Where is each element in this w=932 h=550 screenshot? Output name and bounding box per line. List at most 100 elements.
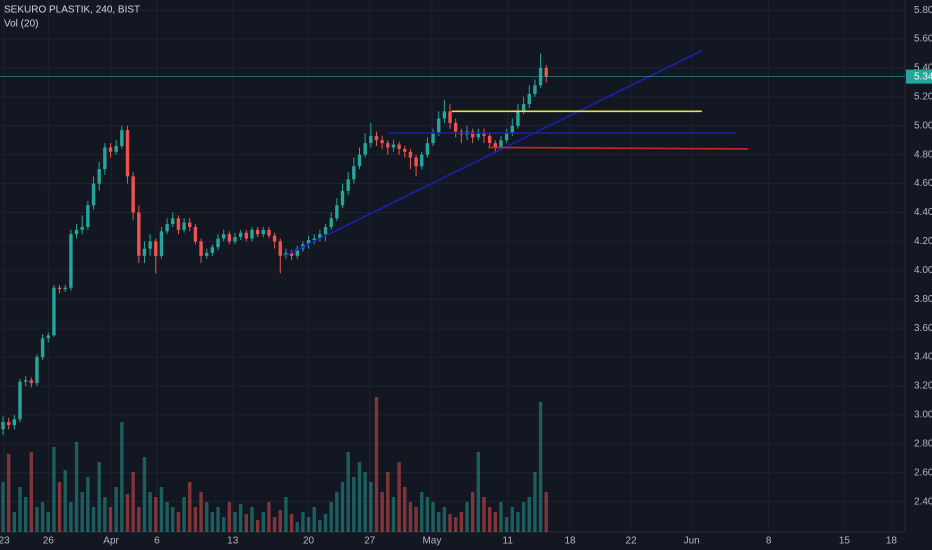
volume-bar [23, 497, 28, 532]
volume-bar [199, 492, 203, 532]
candle-body [329, 218, 333, 227]
volume-bar [171, 507, 175, 532]
volume-bar [1, 482, 5, 532]
candle-body [35, 357, 39, 384]
y-tick-label: 3.80 [914, 294, 932, 305]
volume-bar [137, 507, 141, 532]
volume-bar [516, 512, 520, 532]
x-tick-label: 27 [364, 536, 376, 547]
volume-bar [397, 462, 401, 532]
volume-bar [29, 452, 33, 532]
volume-bar [369, 482, 373, 532]
candle-body [493, 143, 498, 148]
y-tick-label: 3.40 [914, 352, 932, 363]
candle-body [335, 205, 339, 219]
candle-body [352, 166, 356, 180]
volume-label: Vol (20) [4, 19, 38, 30]
volume-bar [227, 502, 232, 532]
volume-bar [284, 497, 288, 532]
candle-body [86, 205, 90, 227]
candle-body [91, 183, 96, 206]
candle-body [516, 111, 520, 126]
volume-bar [182, 497, 186, 532]
candle-body [165, 224, 169, 232]
volume-bar [86, 477, 90, 532]
volume-bar [57, 482, 62, 532]
candle-body [114, 146, 118, 152]
volume-bar [352, 477, 356, 532]
candle-body [499, 140, 503, 148]
volume-bar [504, 517, 509, 532]
candle-body [487, 135, 492, 144]
candle-body [340, 190, 345, 206]
volume-bar [386, 472, 390, 532]
candle-body [57, 287, 62, 290]
drawings [0, 49, 905, 257]
candle-body [108, 147, 113, 152]
candle-body [137, 212, 141, 256]
x-tick-label: 20 [303, 536, 315, 547]
candle-body [261, 229, 266, 235]
candle-body [380, 140, 384, 144]
candle-body [521, 104, 526, 112]
volume-bar [46, 512, 50, 532]
volume-bar [521, 502, 526, 532]
volume-bar [335, 492, 339, 532]
volume-bar [188, 482, 192, 532]
candle-body [6, 422, 11, 426]
x-tick-label: Jun [684, 536, 700, 547]
candle-body [244, 232, 249, 239]
candle-body [346, 179, 350, 191]
y-tick-label: 5.20 [914, 91, 932, 102]
volume-bar [91, 507, 96, 532]
volume-bar [544, 492, 548, 532]
volume-bar [442, 507, 447, 532]
candle-body [63, 287, 67, 290]
volume-bar [340, 482, 345, 532]
candle-body [278, 241, 282, 256]
candle-body [97, 169, 101, 184]
x-tick-label: 11 [503, 536, 514, 547]
y-tick-label: 2.60 [914, 467, 932, 478]
volume-bar [267, 502, 271, 532]
volume-bar [35, 507, 39, 532]
volume-pane [1, 397, 548, 532]
volume-bar [289, 514, 294, 532]
volume-bar [6, 454, 11, 532]
candle-body [171, 218, 175, 225]
volume-bar [108, 507, 113, 532]
volume-bar [233, 512, 237, 532]
trend-line [487, 146, 749, 150]
volume-bar [374, 397, 379, 532]
volume-bar [120, 422, 124, 532]
volume-bar [346, 452, 350, 532]
volume-bar [80, 492, 84, 532]
candle-body [510, 125, 514, 133]
y-tick-label: 4.00 [914, 265, 932, 276]
y-tick-label: 3.60 [914, 323, 932, 334]
volume-bar [499, 502, 503, 532]
volume-bar [295, 522, 299, 532]
volume-bar [476, 452, 481, 532]
candle-body [386, 143, 390, 148]
candle-body [205, 252, 209, 256]
volume-bar [103, 497, 107, 532]
x-tick-label: 6 [154, 536, 160, 547]
volume-bar [487, 507, 492, 532]
volume-bar [40, 502, 45, 532]
volume-bar [69, 502, 73, 532]
candle-body [23, 380, 28, 382]
candle-body [159, 231, 164, 256]
x-tick-label: 18 [886, 536, 898, 547]
volume-bar [482, 497, 486, 532]
candle-body [250, 229, 254, 239]
candle-body [80, 226, 84, 230]
candle-body [470, 131, 475, 138]
candle-body [369, 135, 373, 144]
y-tick-label: 5.60 [914, 34, 932, 45]
volume-bar [431, 502, 435, 532]
volume-bar [408, 502, 413, 532]
x-tick-label: 26 [43, 536, 55, 547]
